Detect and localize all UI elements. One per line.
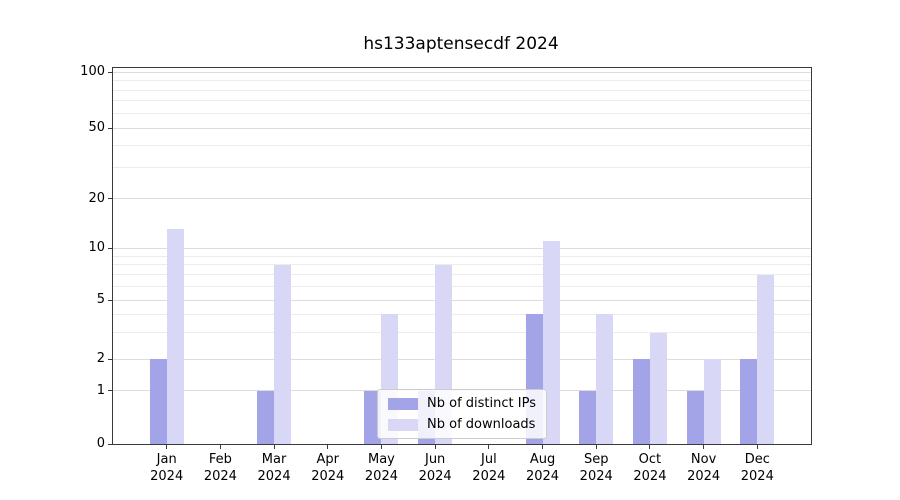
y-tick-label: 0 — [96, 436, 105, 451]
y-tick-mark — [108, 443, 112, 445]
x-tick-mark — [434, 445, 436, 449]
bar-downloads-jan — [166, 229, 184, 444]
y-tick-mark — [108, 71, 112, 73]
plot-area: Nb of distinct IPs Nb of downloads 0 1 2 5 1… — [80, 64, 812, 484]
bar-distinct-ips-nov — [686, 390, 704, 444]
y-tick-mark — [108, 390, 112, 392]
bar-downloads-oct — [649, 332, 667, 444]
gridline-major — [113, 71, 811, 73]
gridline-major — [113, 198, 811, 200]
bar-downloads-sep — [596, 314, 614, 444]
bar-distinct-ips-mar — [257, 390, 275, 444]
x-tick-mark — [166, 445, 168, 449]
x-tick-label: Nov 2024 — [687, 452, 721, 484]
y-tick-mark — [108, 299, 112, 301]
gridline-minor — [113, 167, 811, 169]
x-tick-mark — [703, 445, 705, 449]
x-tick-label: May 2024 — [364, 452, 398, 484]
gridline-minor — [113, 255, 811, 257]
y-tick-mark — [108, 127, 112, 129]
x-tick-mark — [488, 445, 490, 449]
gridline-minor — [113, 274, 811, 276]
x-tick-mark — [273, 445, 275, 449]
x-tick-mark — [219, 445, 221, 449]
y-tick-label: 10 — [88, 240, 105, 256]
x-tick-label: Dec 2024 — [740, 452, 774, 484]
y-tick-label: 5 — [96, 292, 105, 307]
y-tick-mark — [108, 247, 112, 249]
y-tick-mark — [108, 198, 112, 200]
x-tick-mark — [542, 445, 544, 449]
legend-swatch-distinct-ips — [388, 397, 419, 410]
gridline-minor — [113, 80, 811, 82]
legend-label-distinct-ips: Nb of distinct IPs — [427, 396, 536, 411]
gridline-minor — [113, 264, 811, 266]
legend-label-downloads: Nb of downloads — [427, 417, 536, 432]
gridline-major — [113, 127, 811, 129]
bar-distinct-ips-oct — [632, 359, 650, 444]
x-tick-label: Apr 2024 — [311, 452, 345, 484]
gridline-minor — [113, 285, 811, 287]
y-tick-mark — [108, 358, 112, 360]
chart-title: hs133aptensecdf 2024 — [363, 34, 559, 54]
bar-downloads-mar — [274, 264, 292, 444]
x-tick-label: Jun 2024 — [418, 452, 452, 484]
x-tick-mark — [649, 445, 651, 449]
x-tick-mark — [327, 445, 329, 449]
gridline-major — [113, 247, 811, 249]
x-tick-label: Mar 2024 — [257, 452, 291, 484]
bar-downloads-dec — [757, 274, 775, 444]
x-tick-mark — [380, 445, 382, 449]
y-tick-label: 50 — [88, 120, 105, 136]
legend-item-distinct-ips: Nb of distinct IPs — [388, 396, 536, 411]
gridline-minor — [113, 144, 811, 146]
gridline-minor — [113, 89, 811, 91]
x-tick-label: Aug 2024 — [525, 452, 560, 484]
x-tick-label: Jan 2024 — [150, 452, 184, 484]
x-tick-mark — [756, 445, 758, 449]
bar-distinct-ips-dec — [740, 359, 758, 444]
legend: Nb of distinct IPs Nb of downloads — [377, 389, 547, 439]
x-tick-label: Sep 2024 — [579, 452, 613, 484]
gridline-major — [113, 358, 811, 360]
gridline-minor — [113, 313, 811, 315]
y-tick-label: 2 — [96, 351, 105, 367]
x-tick-label: Jul 2024 — [472, 452, 506, 484]
y-tick-label: 20 — [88, 190, 105, 206]
gridline-minor — [113, 332, 811, 334]
gridline-minor — [113, 100, 811, 102]
y-tick-label: 1 — [96, 382, 105, 398]
bar-distinct-ips-jan — [149, 359, 167, 444]
y-tick-label: 100 — [80, 64, 105, 80]
gridline-major — [113, 299, 811, 301]
gridline-minor — [113, 112, 811, 114]
legend-swatch-downloads — [388, 418, 419, 431]
bar-distinct-ips-sep — [579, 390, 597, 444]
x-tick-mark — [595, 445, 597, 449]
bar-downloads-nov — [703, 359, 721, 444]
x-tick-label: Oct 2024 — [633, 452, 667, 484]
legend-item-downloads: Nb of downloads — [388, 417, 536, 432]
x-tick-label: Feb 2024 — [203, 452, 237, 484]
